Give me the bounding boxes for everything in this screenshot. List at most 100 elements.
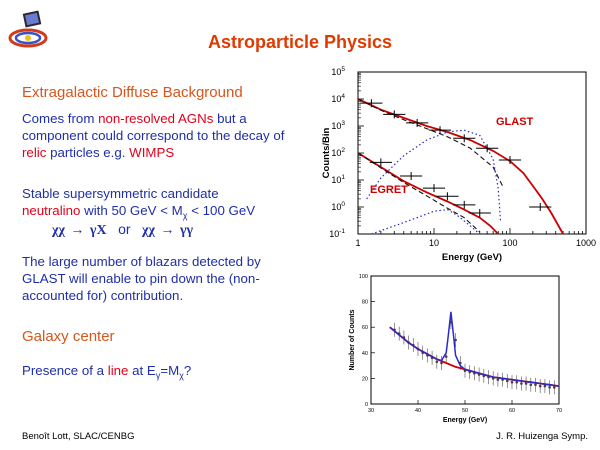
y-tick-label: 103 xyxy=(331,120,345,131)
count-data-point xyxy=(496,372,500,387)
point-marker xyxy=(520,382,523,385)
count-data-point xyxy=(529,377,533,392)
point-marker xyxy=(548,386,551,389)
point-marker xyxy=(543,384,547,388)
count-data-point xyxy=(468,365,471,379)
point-marker xyxy=(444,355,448,358)
spectrum-data-point xyxy=(453,200,476,209)
point-marker xyxy=(506,379,509,383)
spectrum-curve-3 xyxy=(357,152,499,235)
spectrum-data-point xyxy=(529,203,552,211)
x-tick-label: 40 xyxy=(415,408,421,414)
point-marker xyxy=(534,383,537,387)
x-tick-label: 30 xyxy=(368,408,374,414)
count-data-point xyxy=(520,376,523,391)
x-tick-label: 60 xyxy=(509,408,515,414)
footer-symposium: J. R. Huizenga Symp. xyxy=(496,431,588,442)
y-tick-label: 10-1 xyxy=(329,228,345,239)
count-data-point xyxy=(548,380,551,395)
spectrum-curve-2 xyxy=(366,129,502,222)
count-data-point xyxy=(477,367,481,382)
fit-curve-1 xyxy=(389,311,560,387)
x-tick-label: 1000 xyxy=(576,238,596,248)
x-tick-label: 50 xyxy=(462,408,468,414)
count-data-point xyxy=(482,368,486,383)
y-tick-label: 100 xyxy=(359,274,368,280)
spectrum-curve-1 xyxy=(357,98,504,187)
count-data-point xyxy=(515,375,518,390)
y-tick-label: 40 xyxy=(362,351,368,357)
spectrum-data-point xyxy=(476,144,499,153)
section-heading-galaxy-center: Galaxy center xyxy=(22,328,115,345)
count-data-point xyxy=(491,371,495,386)
count-data-point xyxy=(454,333,457,347)
point-marker xyxy=(553,386,556,389)
spectrum-data-point xyxy=(406,118,429,127)
spectrum-curve-0 xyxy=(357,98,564,235)
y-tick-label: 105 xyxy=(331,66,345,77)
y-tick-label: 101 xyxy=(331,174,345,185)
count-data-point xyxy=(463,363,467,378)
point-marker xyxy=(529,383,533,387)
conference-logo xyxy=(8,10,48,48)
count-data-point xyxy=(487,370,490,385)
spectrum-data-point xyxy=(422,184,446,193)
point-marker xyxy=(454,338,457,342)
plot-frame xyxy=(357,71,587,235)
y-axis-label: Number of Counts xyxy=(349,309,356,370)
point-marker xyxy=(515,380,518,384)
count-data-point xyxy=(534,377,537,392)
spectrum-curve-5 xyxy=(371,208,481,235)
y-tick-label: 60 xyxy=(362,325,368,331)
y-tick-label: 100 xyxy=(331,201,345,212)
count-data-point xyxy=(524,376,528,391)
point-marker xyxy=(510,380,514,384)
count-data-point xyxy=(440,356,443,371)
y-tick-label: 102 xyxy=(331,147,345,158)
spectrum-curve-4 xyxy=(357,152,481,233)
spectrum-data-point xyxy=(360,99,383,108)
x-tick-label: 70 xyxy=(556,408,562,414)
slide-title: Astroparticle Physics xyxy=(207,32,393,52)
egret-label: EGRET xyxy=(370,184,408,196)
spectrum-data-point xyxy=(468,208,491,217)
spectrum-data-point xyxy=(453,134,476,143)
paragraph-agn: Comes from non-resolved AGNs but a compo… xyxy=(22,111,285,160)
x-tick-label: 10 xyxy=(429,238,439,248)
paragraph-blazars: The large number of blazars detected by … xyxy=(22,254,261,303)
y-tick-label: 0 xyxy=(365,402,368,408)
footer-author: Benoît Lott, SLAC/CENBG xyxy=(22,431,135,442)
x-axis-label: Energy (GeV) xyxy=(442,252,502,263)
count-data-point xyxy=(543,379,547,394)
count-data-point xyxy=(473,366,476,381)
x-axis-label: Energy (GeV) xyxy=(443,417,487,424)
annihilation-formula: χχ → γX or χχ → γγ xyxy=(52,221,194,238)
count-data-point xyxy=(435,354,439,369)
paragraph-line: Presence of a line at Eγ=Mχ? xyxy=(22,363,192,381)
spectrum-data-point xyxy=(369,158,392,167)
point-marker xyxy=(538,384,542,388)
y-tick-label: 80 xyxy=(362,300,368,306)
count-data-point xyxy=(506,373,509,388)
section-heading-diffuse: Extragalactic Diffuse Background xyxy=(22,84,243,101)
point-marker xyxy=(524,382,528,385)
x-tick-label: 100 xyxy=(502,238,517,248)
glast-label: GLAST xyxy=(496,116,534,128)
galaxy-center-chart: 30 40 50 60 70 0 20 40 60 80 100 Energy (GeV) Number… xyxy=(349,274,562,424)
count-data-point xyxy=(501,372,504,387)
y-tick-label: 104 xyxy=(331,93,345,104)
y-axis-label: Counts/Bin xyxy=(321,127,332,178)
spectrum-data-point xyxy=(498,156,522,165)
spectrum-data-point xyxy=(428,126,452,135)
count-data-point xyxy=(510,375,514,390)
count-data-point xyxy=(553,380,556,395)
point-marker xyxy=(440,361,443,365)
count-data-point xyxy=(538,379,542,394)
y-tick-label: 20 xyxy=(362,376,368,382)
paragraph-neutralino: Stable supersymmetric candidate neutrali… xyxy=(22,186,256,221)
point-marker xyxy=(435,360,439,364)
spectrum-data-point xyxy=(436,192,459,201)
spectrum-data-point xyxy=(383,110,406,119)
x-tick-label: 1 xyxy=(355,238,360,248)
spectrum-data-point xyxy=(400,172,423,181)
